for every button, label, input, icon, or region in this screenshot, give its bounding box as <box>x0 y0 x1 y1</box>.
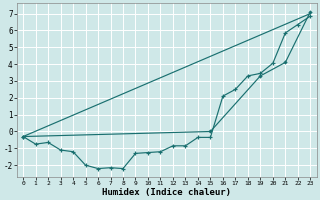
X-axis label: Humidex (Indice chaleur): Humidex (Indice chaleur) <box>102 188 231 197</box>
